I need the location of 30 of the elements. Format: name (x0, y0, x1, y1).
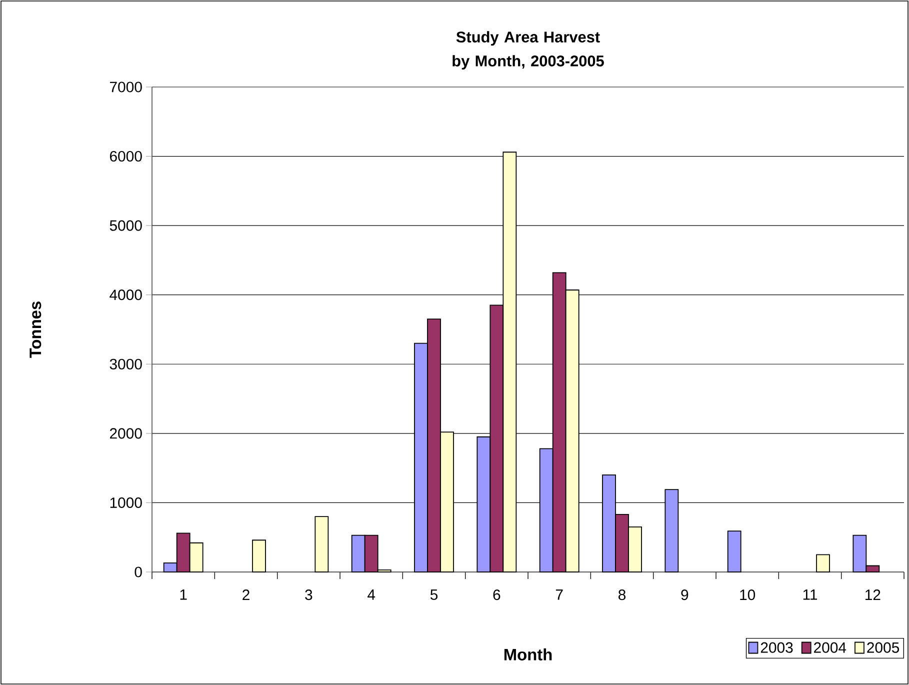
y-tick-label: 1000 (110, 497, 142, 508)
x-tick-label: 3 (305, 590, 312, 600)
x-axis-title: Month (504, 648, 552, 660)
x-tick-label: 6 (493, 590, 500, 600)
y-tick-label: 6000 (110, 150, 142, 162)
x-tick-label: 12 (866, 590, 880, 600)
bar (727, 530, 742, 572)
bar (816, 554, 830, 572)
legend-label: 2005 (867, 642, 900, 653)
y-tick-label: 0 (134, 566, 142, 578)
x-tick-label: 10 (740, 590, 756, 600)
bar (252, 540, 266, 572)
x-tick-label: 11 (803, 590, 818, 600)
y-tick-label: 2000 (110, 428, 142, 439)
legend-label: 2003 (760, 642, 793, 653)
x-tick-label: 4 (368, 590, 376, 600)
y-tick-label: 4000 (110, 290, 142, 300)
y-tick-label: 5000 (110, 220, 142, 231)
y-tick-label: 3000 (110, 358, 142, 370)
y-tick-label: 7000 (110, 82, 142, 92)
x-tick-label: 9 (681, 590, 688, 600)
bar (314, 516, 329, 572)
x-tick-label: 7 (556, 590, 563, 600)
x-tick-label: 2 (242, 590, 250, 600)
chart-title: Study Area Harvest by Month, 2003-2005 (452, 31, 604, 70)
y-axis-title: Tonnes (30, 302, 42, 358)
x-tick-label: 5 (430, 590, 438, 600)
x-tick-label: 1 (180, 590, 187, 600)
x-tick-label: 8 (618, 590, 626, 600)
legend-label: 2004 (814, 642, 846, 653)
